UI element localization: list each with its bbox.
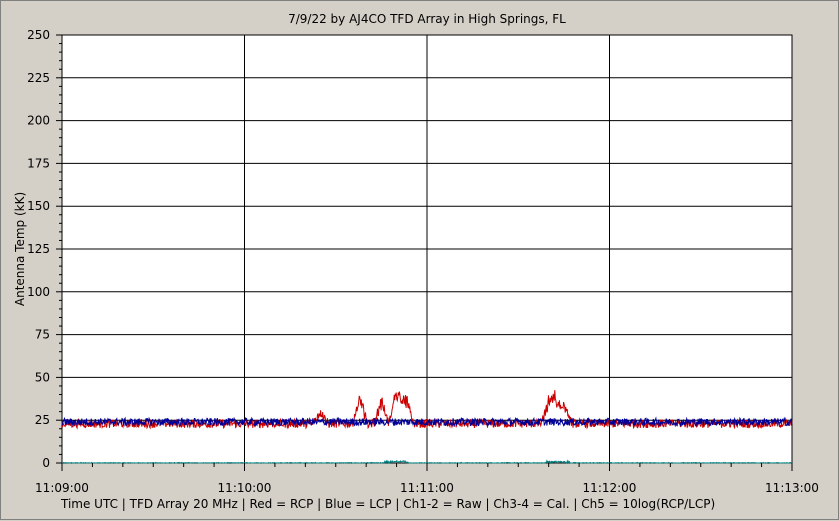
y-tick-label: 50 (35, 370, 50, 384)
y-tick-label: 75 (35, 328, 50, 342)
y-tick-label: 0 (42, 456, 50, 470)
y-tick-label: 25 (35, 413, 50, 427)
x-tick-label: 11:13:00 (765, 481, 819, 495)
x-axis-label: Time UTC | TFD Array 20 MHz | Red = RCP … (60, 497, 715, 511)
x-tick-label: 11:12:00 (583, 481, 637, 495)
y-tick-label: 225 (27, 71, 50, 85)
y-tick-label: 100 (27, 285, 50, 299)
chart-title: 7/9/22 by AJ4CO TFD Array in High Spring… (288, 12, 566, 26)
y-tick-label: 150 (27, 199, 50, 213)
series-lcp-line (61, 416, 793, 428)
x-tick-label: 11:09:00 (35, 481, 89, 495)
y-tick-label: 175 (27, 156, 50, 170)
y-tick-label: 125 (27, 242, 50, 256)
x-tick-label: 11:11:00 (400, 481, 454, 495)
y-axis-label: Antenna Temp (kK) (13, 192, 27, 306)
y-tick-label: 200 (27, 114, 50, 128)
axis-ticks: 0 25 50 75 100 125 150 175 200 225 250 11:09:00 11:1… (27, 28, 819, 495)
x-tick-label: 11:10:00 (218, 481, 272, 495)
y-tick-label: 250 (27, 28, 50, 42)
